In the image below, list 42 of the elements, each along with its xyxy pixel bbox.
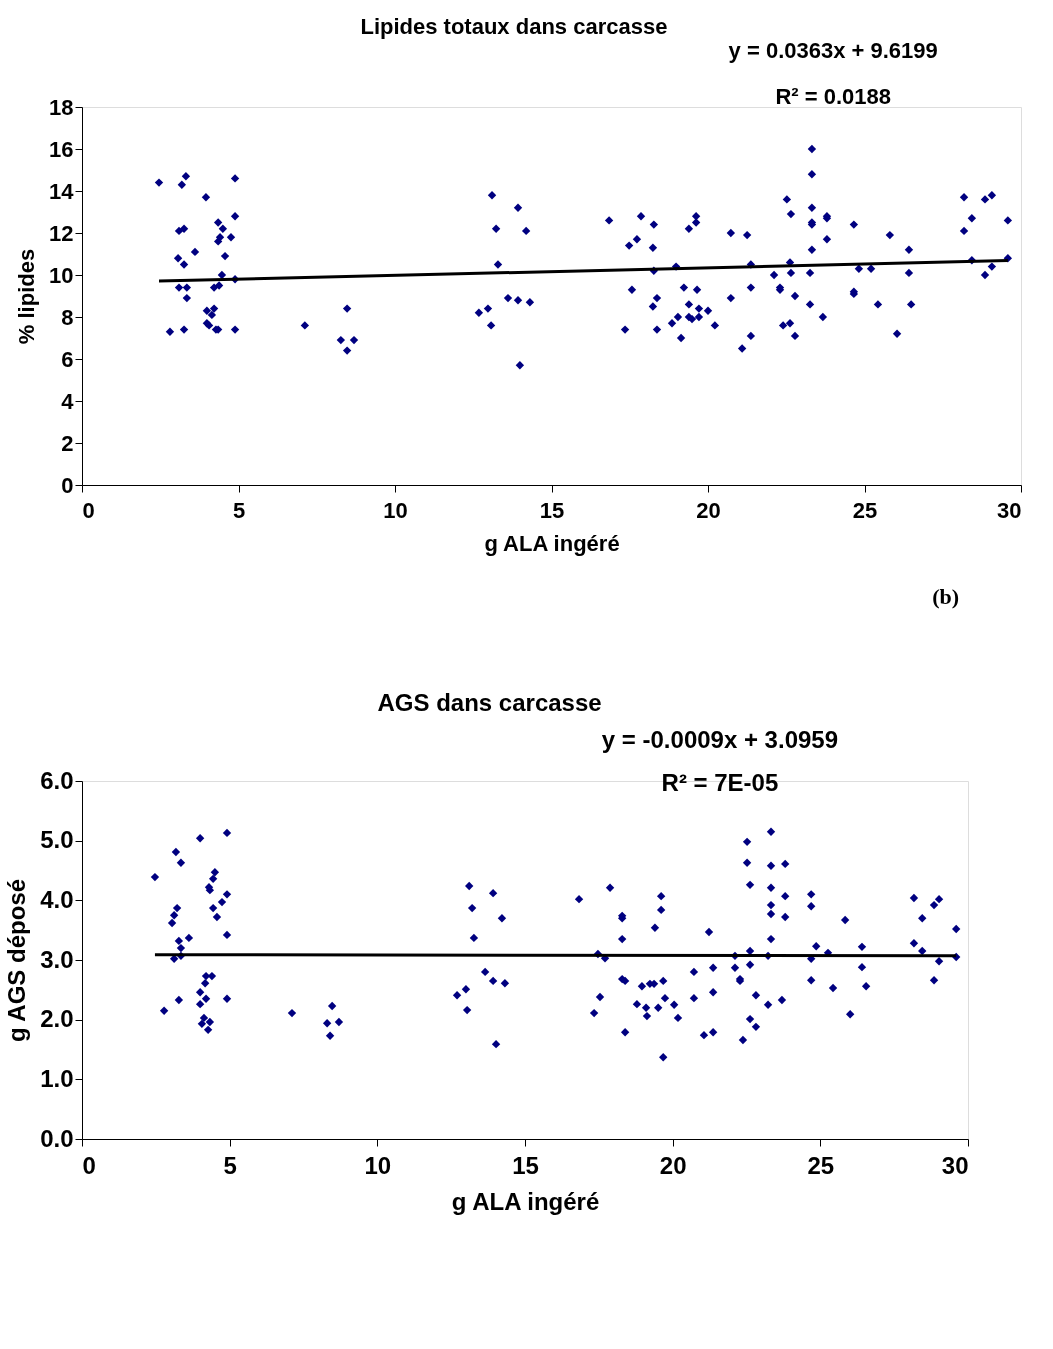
y-axis-title: % lipides [14,248,40,345]
x-tick-label: 0 [82,497,95,523]
y-axis-title: g AGS déposé [3,878,31,1043]
y-tick-label: 0.0 [40,1124,74,1152]
x-tick-label: 0 [82,1151,96,1179]
chart-title: AGS dans carcasse [377,689,602,716]
y-tick-label: 16 [49,136,74,162]
x-tick-label: 20 [659,1151,687,1179]
y-tick-label: 8 [61,304,74,330]
text: y = -0.0009x + 3.0959 [601,726,839,753]
x-tick-label: 10 [383,497,408,523]
annotation: R² = 0.0188 [775,84,891,109]
text: y = 0.0363x + 9.6199 [728,38,938,63]
y-tick-label: 1.0 [40,1064,74,1092]
x-tick-label: 30 [997,497,1022,523]
y-tick-label: 12 [49,220,74,246]
x-axis-title: g ALA ingéré [451,1187,600,1215]
y-tick-label: 0 [61,472,74,498]
x-tick-label: 20 [696,497,721,523]
y-tick-label: 4 [61,388,75,414]
y-tick-label: 10 [49,262,74,288]
y-tick-label: 6.0 [40,766,74,794]
x-tick-label: 25 [852,497,878,523]
x-tick-label: 15 [539,497,565,523]
y-tick-label: 18 [49,94,74,120]
y-tick-label: 14 [49,178,75,204]
y-tick-label: 4.0 [40,885,74,913]
y-tick-label: 2.0 [40,1005,74,1033]
x-axis-title: g ALA ingéré [484,530,620,556]
y-tick-label: 6 [61,346,74,372]
chart-title: Lipides totaux dans carcasse [360,14,668,39]
y-tick-label: 3.0 [40,945,74,973]
y-tick-label: 2 [61,430,74,456]
x-tick-label: 5 [232,497,246,523]
x-tick-label: 10 [364,1151,392,1179]
text: (b) [932,584,960,609]
x-tick-label: 30 [941,1151,969,1179]
x-tick-label: 25 [807,1151,835,1179]
y-tick-label: 5.0 [40,826,74,854]
x-tick-label: 15 [512,1151,539,1179]
annotation: R² = 7E-05 [661,769,779,796]
x-tick-label: 5 [223,1151,237,1179]
